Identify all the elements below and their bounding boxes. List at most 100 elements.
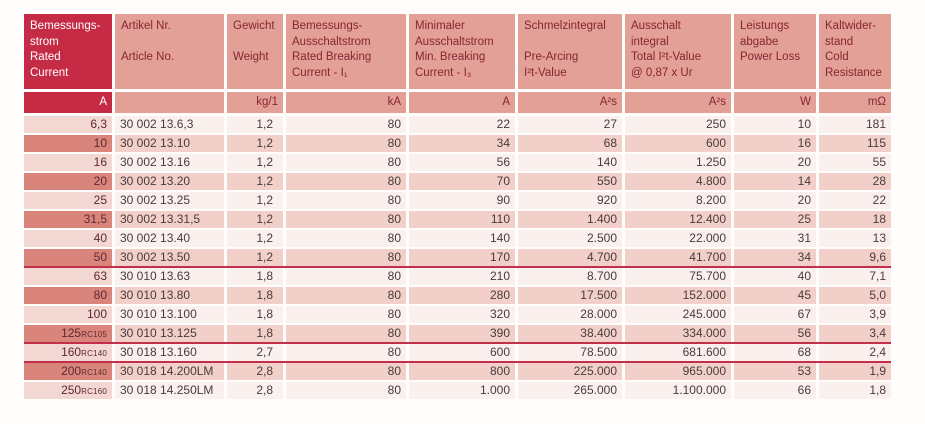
header-english-block: Rated Breaking Current - I₁ [292, 50, 400, 81]
rated-breaking-current: 80 [286, 306, 406, 323]
header-german-block: Ausschalt integral [631, 19, 725, 50]
header-line-de: stand [825, 35, 854, 48]
pre-arcing-i2t-value: 8.700 [518, 268, 622, 285]
rated-breaking-current: 80 [286, 135, 406, 152]
rated-current-cell: 6,3 [24, 116, 112, 133]
rated-breaking-current: 80 [286, 363, 406, 380]
article-no: 30 002 13.16 [115, 154, 224, 171]
pre-arcing-i2t-value: 78.500 [518, 344, 622, 361]
rated-current-value: 63 [93, 269, 107, 283]
pre-arcing-i2t-value: 1.400 [518, 211, 622, 228]
total-i2t-value: 12.400 [625, 211, 731, 228]
table-row: 6,3 30 002 13.6,3 1,2 80 22 27 250 10 181 [24, 116, 891, 133]
rc-suffix: RC105 [81, 330, 107, 339]
column-header: Kaltwider-stand Cold Resistance [819, 14, 891, 89]
power-loss: 31 [734, 230, 816, 247]
min-breaking-current: 210 [409, 268, 515, 285]
article-no: 30 002 13.40 [115, 230, 224, 247]
cold-resistance: 181 [819, 116, 891, 133]
weight: 1,8 [227, 325, 283, 342]
weight: 1,2 [227, 211, 283, 228]
rc-suffix: RC160 [81, 387, 107, 396]
rated-current-cell: 31,5 [24, 211, 112, 228]
total-i2t-value: 41.700 [625, 249, 731, 266]
header-line-de: Kaltwider- [825, 20, 877, 32]
rated-current-value: 16 [93, 155, 107, 169]
total-i2t-value: 152.000 [625, 287, 731, 304]
rated-breaking-current: 80 [286, 230, 406, 247]
cold-resistance: 55 [819, 154, 891, 171]
rated-current-value: 100 [86, 307, 107, 321]
header-line-en: I²t-Value [524, 66, 567, 79]
min-breaking-current: 56 [409, 154, 515, 171]
weight: 1,2 [227, 116, 283, 133]
pre-arcing-i2t-value: 550 [518, 173, 622, 190]
rated-current-cell: 80 [24, 287, 112, 304]
rc-suffix: RC140 [81, 368, 107, 377]
total-i2t-value: 600 [625, 135, 731, 152]
rated-breaking-current: 80 [286, 211, 406, 228]
rated-current-value: 31,5 [83, 212, 107, 226]
article-no: 30 002 13.50 [115, 249, 224, 266]
rated-current-cell: 40 [24, 230, 112, 247]
header-line-de: strom [30, 35, 59, 48]
article-no: 30 010 13.100 [115, 306, 224, 323]
cold-resistance: 1,9 [819, 363, 891, 380]
unit-cell: A²s [625, 92, 731, 113]
min-breaking-current: 280 [409, 287, 515, 304]
power-loss: 34 [734, 249, 816, 266]
header-line-en: Rated Breaking [292, 51, 372, 63]
rated-current-cell: 50 [24, 249, 112, 266]
header-english-block: Cold Resistance [825, 50, 885, 81]
cold-resistance: 7,1 [819, 268, 891, 285]
power-loss: 68 [734, 344, 816, 361]
rated-breaking-current: 80 [286, 325, 406, 342]
power-loss: 67 [734, 306, 816, 323]
power-loss: 53 [734, 363, 816, 380]
header-english-block: Min. Breaking Current - I₃ [415, 50, 509, 81]
unit-cell: kA [286, 92, 406, 113]
rated-current-cell: 20 [24, 173, 112, 190]
pre-arcing-i2t-value: 225.000 [518, 363, 622, 380]
rated-breaking-current: 80 [286, 287, 406, 304]
min-breaking-current: 140 [409, 230, 515, 247]
min-breaking-current: 1.000 [409, 382, 515, 399]
table-row: 200RC140 30 018 14.200LM 2,8 80 800 225.000 96… [24, 363, 891, 380]
cold-resistance: 3,4 [819, 325, 891, 342]
unit-cell: A²s [518, 92, 622, 113]
power-loss: 10 [734, 116, 816, 133]
article-no: 30 002 13.20 [115, 173, 224, 190]
header-english-block: Pre-Arcing I²t-Value [524, 50, 616, 81]
weight: 1,2 [227, 192, 283, 209]
table-row: 40 30 002 13.40 1,2 80 140 2.500 22.000 31 13 [24, 230, 891, 247]
total-i2t-value: 1.250 [625, 154, 731, 171]
power-loss: 56 [734, 325, 816, 342]
min-breaking-current: 800 [409, 363, 515, 380]
header-line-en: Weight [233, 51, 269, 63]
specification-table: Bemessungs-strom Rated Current Artikel Nr. A… [24, 14, 891, 401]
rated-current-value: 160 [61, 345, 82, 359]
pre-arcing-i2t-value: 265.000 [518, 382, 622, 399]
rated-breaking-current: 80 [286, 192, 406, 209]
rated-current-value: 20 [93, 174, 107, 188]
rated-current-value: 40 [93, 231, 107, 245]
rated-current-value: 25 [93, 193, 107, 207]
power-loss: 25 [734, 211, 816, 228]
pre-arcing-i2t-value: 2.500 [518, 230, 622, 247]
total-i2t-value: 1.100.000 [625, 382, 731, 399]
header-line-en: Current [30, 66, 69, 79]
rated-current-cell: 160RC140 [24, 344, 112, 361]
article-no: 30 010 13.63 [115, 268, 224, 285]
header-line-en: @ 0,87 x Ur [631, 66, 693, 79]
column-header: Leistungs abgabe Power Loss [734, 14, 816, 89]
column-header: Bemessungs-strom Rated Current [24, 14, 112, 89]
rated-current-cell: 63 [24, 268, 112, 285]
column-header: Schmelzintegral Pre-Arcing I²t-Value [518, 14, 622, 89]
header-line-de: Minimaler [415, 20, 465, 32]
weight: 1,8 [227, 306, 283, 323]
header-line-de: Bemessungs- [30, 20, 101, 32]
rated-breaking-current: 80 [286, 344, 406, 361]
rated-current-cell: 250RC160 [24, 382, 112, 399]
min-breaking-current: 70 [409, 173, 515, 190]
cold-resistance: 28 [819, 173, 891, 190]
